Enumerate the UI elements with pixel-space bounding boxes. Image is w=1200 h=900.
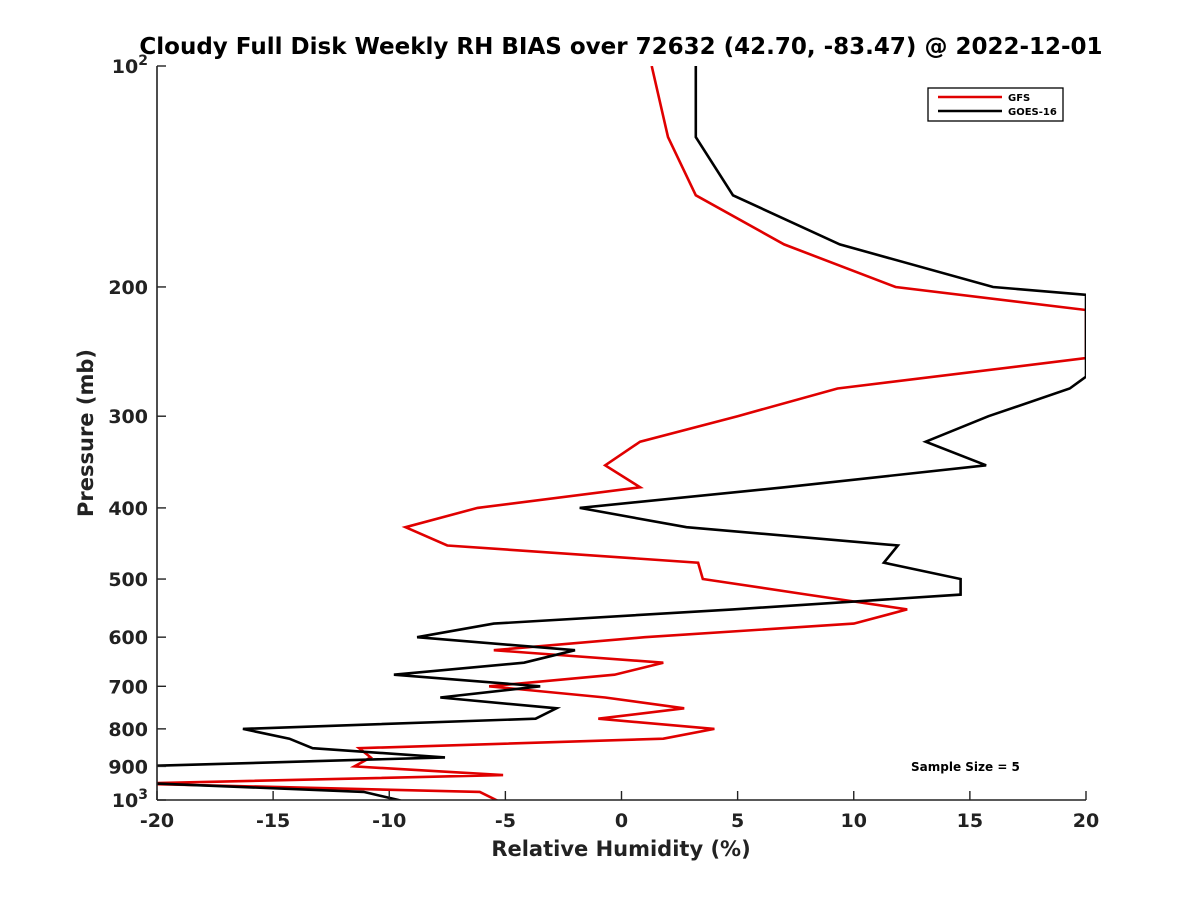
legend: GFS GOES-16 <box>927 87 1064 122</box>
y-tick-label: 200 <box>108 277 148 299</box>
y-tick-label: 700 <box>108 676 148 698</box>
x-tick-label: -20 <box>140 810 174 832</box>
x-tick-label: -10 <box>372 810 406 832</box>
y-tick-label: 300 <box>108 406 148 428</box>
series-layer <box>157 66 1086 800</box>
x-tick-label: 10 <box>841 810 867 832</box>
y-tick-label: 102 <box>112 53 148 78</box>
y-axis-label: Pressure (mb) <box>74 349 98 517</box>
x-axis-label: Relative Humidity (%) <box>491 837 750 861</box>
y-tick-label: 500 <box>108 569 148 591</box>
series-line-gfs <box>157 66 1086 800</box>
x-tick-label: 20 <box>1073 810 1099 832</box>
y-tick-label: 600 <box>108 627 148 649</box>
x-ticks: -20 -15 -10 -5 0 5 10 15 20 <box>140 791 1099 832</box>
series-line-goes16 <box>157 66 1086 800</box>
chart-title: Cloudy Full Disk Weekly RH BIAS over 726… <box>139 34 1102 60</box>
y-tick-label: 800 <box>108 719 148 741</box>
legend-label-gfs: GFS <box>1008 93 1030 104</box>
x-tick-label: 5 <box>731 810 744 832</box>
x-tick-label: -5 <box>495 810 516 832</box>
x-tick-label: -15 <box>256 810 290 832</box>
x-tick-label: 15 <box>957 810 983 832</box>
y-tick-label: 400 <box>108 498 148 520</box>
y-tick-label: 900 <box>108 756 148 778</box>
y-ticks: 102 200 300 400 500 600 700 800 900 103 <box>108 53 166 812</box>
legend-label-goes16: GOES-16 <box>1008 107 1057 118</box>
x-tick-label: 0 <box>615 810 628 832</box>
sample-size-annotation: Sample Size = 5 <box>911 760 1020 774</box>
y-tick-label: 103 <box>112 787 148 812</box>
legend-box <box>927 87 1064 122</box>
